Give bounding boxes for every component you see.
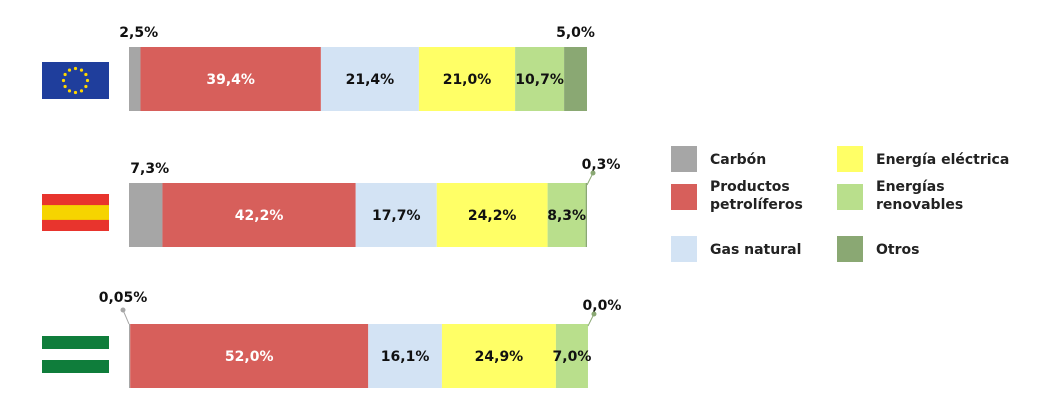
eu-flag-star <box>85 78 90 83</box>
bar-segment-carbon <box>129 324 131 388</box>
legend-item: Gas natural <box>671 236 801 262</box>
spain-flag-icon <box>42 194 109 231</box>
bar-segment-gas-natural <box>320 47 419 111</box>
legend-item: Otros <box>837 236 919 262</box>
legend-label: Carbón <box>710 152 766 168</box>
data-label: 0,05% <box>99 290 148 306</box>
eu-flag-star <box>61 78 66 83</box>
legend-swatch <box>671 236 697 262</box>
data-label: 0,0% <box>583 298 622 314</box>
data-label: 2,5% <box>119 25 158 41</box>
eu-flag-star <box>67 68 72 72</box>
data-label: 24,9% <box>475 349 524 365</box>
legend-label: Energía eléctrica <box>876 152 1009 168</box>
legend-swatch <box>837 184 863 210</box>
legend-swatch <box>671 146 697 172</box>
eu-flag-star <box>73 66 78 71</box>
legend-item: Carbón <box>671 146 766 172</box>
andalusia-flag-icon <box>42 336 109 373</box>
bar-segment-energias-renovables <box>555 324 588 388</box>
eu-flag-star <box>63 84 67 89</box>
legend-item: Energías renovables <box>837 179 963 213</box>
legend-label: petrolíferos <box>710 197 803 213</box>
data-label: 42,2% <box>235 208 284 224</box>
data-label: 39,4% <box>206 72 255 88</box>
bar-segment-energia-electrica <box>418 47 516 111</box>
leader-dot <box>120 307 126 313</box>
eu-flag-star <box>79 68 84 72</box>
data-label: 21,4% <box>346 72 395 88</box>
data-label: 52,0% <box>225 349 274 365</box>
legend-swatch <box>837 146 863 172</box>
bar-segment-productos-petroliferos <box>162 183 356 247</box>
eu-flag-star <box>79 89 84 93</box>
bar-segment-otros <box>564 47 587 111</box>
bar-segment-gas-natural <box>368 324 442 388</box>
bar-segment-energias-renovables <box>547 183 586 247</box>
legend-label: Productos <box>710 179 790 195</box>
leader-dot <box>590 170 596 176</box>
legend-item: Energía eléctrica <box>837 146 1009 172</box>
legend-label: Gas natural <box>710 242 801 258</box>
data-label: 24,2% <box>468 208 517 224</box>
bar-segment-productos-petroliferos <box>130 324 369 388</box>
legend-swatch <box>837 236 863 262</box>
bar-segment-otros <box>585 183 587 247</box>
eu-flag-star <box>67 89 72 93</box>
andalusia-flag-green-bottom <box>42 360 109 373</box>
bar-segment-gas-natural <box>355 183 437 247</box>
data-label: 17,7% <box>372 208 421 224</box>
bar-segment-carbon <box>129 183 163 247</box>
eu-flag-star <box>63 72 67 77</box>
bar-segment-energia-electrica <box>436 183 548 247</box>
bar-row-2: 0,05% 52,0% 16,1% 24,9% 7,0% 0,0% <box>99 290 622 388</box>
data-label: 0,3% <box>582 157 621 173</box>
data-label: 7,0% <box>553 349 592 365</box>
data-label: 10,7% <box>515 72 564 88</box>
bar-segment-productos-petroliferos <box>140 47 321 111</box>
legend-label: Otros <box>876 242 919 258</box>
data-label: 16,1% <box>381 349 430 365</box>
bar-segment-carbon <box>129 47 141 111</box>
legend-label: renovables <box>876 197 963 213</box>
bar-row-0: 2,5% 39,4% 21,4% 21,0% 10,7% 5,0% <box>119 25 595 111</box>
leader-dot <box>591 311 597 317</box>
data-label: 8,3% <box>547 208 586 224</box>
spain-flag-yellow <box>42 205 109 220</box>
eu-flag-icon <box>42 62 109 99</box>
data-label: 21,0% <box>443 72 492 88</box>
eu-flag-star <box>84 84 88 89</box>
legend: Carbón Energía eléctrica Productos petrolíf… <box>671 146 1009 262</box>
data-label: 7,3% <box>130 161 169 177</box>
legend-label: Energías <box>876 179 945 195</box>
legend-item: Productos petrolíferos <box>671 179 803 213</box>
bar-row-1: 7,3% 42,2% 17,7% 24,2% 8,3% 0,3% <box>129 157 620 247</box>
bar-segment-energias-renovables <box>515 47 565 111</box>
andalusia-flag-green-top <box>42 336 109 349</box>
bar-segment-energia-electrica <box>441 324 556 388</box>
eu-flag-star <box>84 72 88 77</box>
data-label: 5,0% <box>556 25 595 41</box>
legend-swatch <box>671 184 697 210</box>
andalusia-flag-white <box>42 349 109 360</box>
eu-flag-star <box>73 90 78 95</box>
leader-line <box>122 309 130 325</box>
